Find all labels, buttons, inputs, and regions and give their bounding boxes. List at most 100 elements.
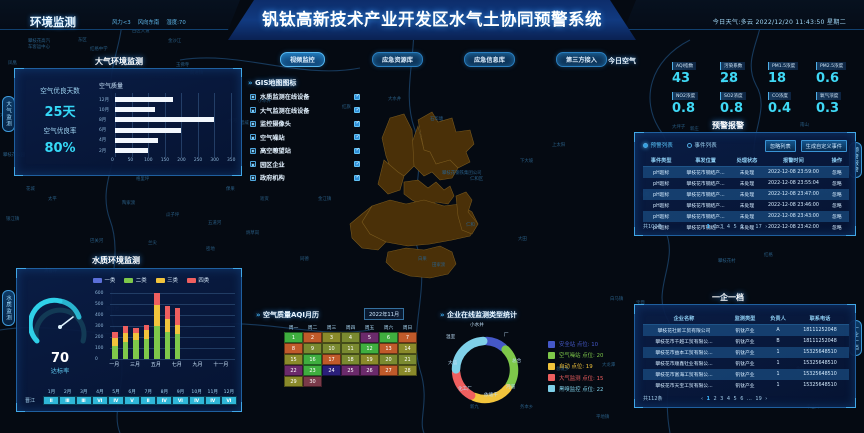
gis-item-checkbox[interactable] — [354, 93, 360, 100]
calendar-day-cell[interactable]: 13 — [379, 343, 398, 354]
page-4[interactable]: 4 — [726, 224, 731, 230]
calendar-day-cell[interactable]: 23 — [303, 365, 322, 376]
page-1[interactable]: 1 — [706, 396, 710, 402]
gis-item-checkbox[interactable] — [354, 120, 360, 127]
donut-legend-item-0[interactable]: 安全站 点位: 10 — [548, 340, 603, 348]
calendar-day-cell[interactable]: 27 — [379, 365, 398, 376]
donut-legend-item-1[interactable]: 空气噪站 点位: 20 — [548, 351, 603, 359]
gis-item-checkbox[interactable] — [354, 147, 360, 154]
page-2[interactable]: 2 — [713, 224, 717, 230]
page-2[interactable]: 2 — [713, 396, 717, 402]
page-6[interactable]: 6 — [740, 224, 744, 230]
calendar-day-cell[interactable]: 1 — [284, 332, 303, 343]
radio-alarm-list[interactable]: 预警列表 — [643, 141, 673, 149]
river-grade-cell[interactable]: Ⅱ — [43, 396, 60, 405]
calendar-day-cell[interactable]: 6 — [379, 332, 398, 343]
table-row[interactable]: 攀枝花市顺鑫钍业有限公... 钒钛产业 1 15325648510 — [643, 358, 849, 369]
gis-item-checkbox[interactable] — [354, 161, 360, 167]
river-grade-cell[interactable]: Ⅴ — [123, 396, 141, 405]
donut-legend-item-3[interactable]: 大气监测 点位: 15 — [548, 374, 603, 382]
nav-tab-2[interactable]: 应急信息库 — [464, 52, 515, 67]
donut-segment[interactable] — [451, 336, 488, 374]
page-next[interactable]: › — [765, 224, 768, 230]
gis-item-3[interactable]: ▣ 空气噪站 — [250, 131, 360, 144]
calendar-day-cell[interactable]: 11 — [341, 343, 360, 354]
calendar-day-cell[interactable]: 16 — [303, 354, 322, 365]
page-5[interactable]: 5 — [733, 396, 737, 402]
table-row[interactable]: pH超标 攀枝花市钢结产... 未处理 2022-12-08 23:47:00 忽略 — [643, 189, 849, 200]
nav-tab-1[interactable]: 应急资源库 — [372, 52, 423, 67]
cell-ignore-link[interactable]: 忽略 — [832, 182, 842, 187]
donut-segment[interactable] — [470, 384, 512, 404]
nav-tab-0[interactable]: 视频监控 — [280, 52, 325, 67]
cell-ignore-link[interactable]: 忽略 — [832, 204, 842, 209]
nav-tab-3[interactable]: 第三方接入 — [556, 52, 607, 67]
water-legend-item-1[interactable]: 二类 — [124, 276, 147, 284]
page-…[interactable]: … — [746, 396, 752, 402]
table-row[interactable]: pH超标 攀枝花市钢结产... 未处理 2022-12-08 23:46:00 忽略 — [643, 200, 849, 211]
gis-item-2[interactable]: ▣ 监控摄像头 — [250, 117, 360, 130]
calendar-day-cell[interactable]: 15 — [284, 354, 303, 365]
aqi-calendar[interactable]: 周一 周二 周三 周四 周五 周六 周日 1 2 3 4 5 6 7 8 9 10 11 12 13 14 15 16 17 1… — [284, 324, 424, 387]
water-legend-item-3[interactable]: 四类 — [186, 276, 209, 284]
donut-legend-item-4[interactable]: 黑嗅监控 点位: 22 — [548, 385, 603, 393]
table-row[interactable]: pH超标 攀枝花市钢结产... 未处理 2022-12-08 23:55:04 忽略 — [643, 178, 849, 189]
river-grade-cell[interactable]: Ⅵ — [220, 396, 237, 405]
table-row[interactable]: pH超标 攀枝花市钢结产... 未处理 2022-12-08 23:59:00 忽略 — [643, 166, 849, 178]
calendar-day-cell[interactable]: 22 — [284, 365, 303, 376]
river-grade-cell[interactable]: Ⅳ — [107, 396, 124, 405]
table-row[interactable]: 攀枝花市富海工贸有限公... 钒钛产业 1 15325648510 — [643, 369, 849, 380]
create-custom-event-button[interactable]: 生成自定义事件 — [800, 140, 847, 152]
gis-item-5[interactable]: ▣ 园区企业 — [250, 158, 360, 171]
page-…[interactable]: … — [746, 224, 752, 230]
calendar-day-cell[interactable]: 5 — [360, 332, 379, 343]
calendar-day-cell[interactable]: 3 — [322, 332, 341, 343]
calendar-day-cell[interactable]: 9 — [303, 343, 322, 354]
water-legend-item-0[interactable]: 一类 — [93, 276, 115, 284]
page-next[interactable]: › — [765, 396, 768, 402]
gis-item-6[interactable]: ▣ 政府机构 — [250, 171, 360, 184]
calendar-day-cell[interactable]: 19 — [360, 354, 379, 365]
river-grade-cell[interactable]: Ⅳ — [156, 396, 173, 405]
cell-ignore-link[interactable]: 忽略 — [824, 166, 849, 178]
gis-item-1[interactable]: ▣ 大气监测在线设备 — [250, 104, 360, 117]
calendar-day-cell[interactable]: 30 — [303, 376, 322, 387]
vtab-water-monitoring[interactable]: 水质监测 — [2, 290, 15, 327]
calendar-day-cell[interactable]: 24 — [322, 365, 341, 376]
alarm-pager[interactable]: ‹ 1 2 3 4 5 6… 17 › — [701, 224, 767, 230]
radio-event-list[interactable]: 事件列表 — [686, 141, 717, 149]
company-pager[interactable]: ‹ 1 2 3 4 5 6… 19 › — [701, 396, 767, 402]
donut-segment[interactable] — [501, 345, 519, 390]
calendar-day-cell[interactable]: 18 — [341, 354, 360, 365]
page-3[interactable]: 3 — [720, 396, 724, 402]
page-4[interactable]: 4 — [726, 396, 731, 402]
calendar-day-cell[interactable]: 8 — [284, 343, 303, 354]
page-prev[interactable]: ‹ — [701, 396, 703, 402]
calendar-month-picker[interactable]: 2022年11月 — [364, 308, 405, 320]
calendar-day-cell[interactable]: 4 — [341, 332, 360, 343]
calendar-day-cell[interactable]: 10 — [322, 343, 341, 354]
river-grade-cell[interactable]: Ⅵ — [91, 396, 108, 405]
gis-item-checkbox[interactable] — [354, 174, 360, 181]
donut-segment[interactable] — [451, 368, 476, 400]
table-row[interactable]: 攀枝花社新工贸有限公司 钒钛产业 A 18111252048 — [643, 324, 849, 336]
calendar-day-cell[interactable]: 20 — [379, 354, 398, 365]
page-17[interactable]: 17 — [755, 224, 762, 230]
gis-item-checkbox[interactable] — [354, 107, 360, 113]
gis-item-checkbox[interactable] — [354, 134, 360, 140]
calendar-day-cell[interactable]: 17 — [322, 354, 341, 365]
page-19[interactable]: 19 — [755, 396, 762, 402]
calendar-day-cell[interactable]: 29 — [284, 376, 303, 387]
river-grade-cell[interactable]: Ⅲ — [59, 396, 76, 405]
river-grade-cell[interactable]: Ⅳ — [204, 396, 221, 405]
calendar-day-cell[interactable]: 28 — [398, 365, 417, 376]
donut-legend-item-2[interactable]: 自动 点位: 19 — [548, 362, 603, 370]
table-row[interactable]: pH超标 攀枝花市钢结产... 未处理 2022-12-08 23:43:00 忽略 — [643, 211, 849, 222]
ignore-list-button[interactable]: 忽略列表 — [764, 140, 796, 152]
cell-ignore-link[interactable]: 忽略 — [824, 189, 849, 200]
table-row[interactable]: 攀枝花市益本工贸有限公... 钒钛产业 1 15325648510 — [643, 347, 849, 358]
table-row[interactable]: 攀枝花市千越工贸有限公... 钒钛产业 B 18111252048 — [643, 336, 849, 347]
calendar-day-cell[interactable]: 25 — [341, 365, 360, 376]
cell-ignore-link[interactable]: 忽略 — [832, 226, 842, 231]
river-grade-cell[interactable]: Ⅲ — [75, 396, 92, 405]
